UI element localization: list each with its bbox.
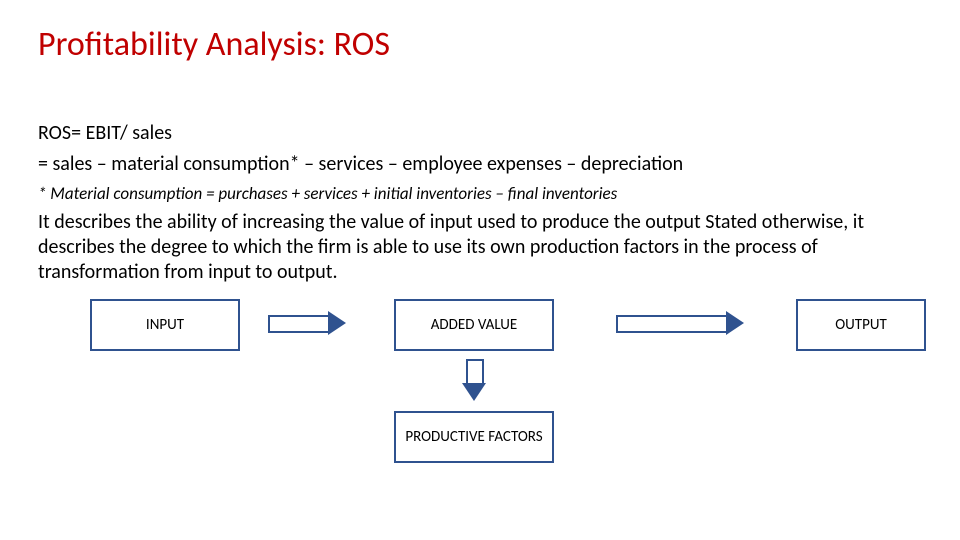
box-output: OUTPUT (796, 299, 926, 351)
box-input-label: INPUT (146, 316, 184, 334)
page-title: Profitability Analysis: ROS (38, 24, 922, 65)
box-added-value: ADDED VALUE (394, 299, 554, 351)
arrow-head-icon (328, 311, 346, 335)
box-input: INPUT (90, 299, 240, 351)
body-block: ROS= EBIT/ sales = sales – material cons… (38, 121, 922, 285)
box-productive-factors-label: PRODUCTIVE FACTORS (405, 428, 542, 446)
formula-line-1: ROS= EBIT/ sales (38, 121, 922, 146)
flow-diagram: INPUT ADDED VALUE OUTPUT PRODUCTIVE FACT… (38, 299, 922, 469)
arrow-head-icon (462, 383, 486, 401)
arrow-head-icon (726, 311, 744, 335)
arrow-shaft (616, 315, 726, 333)
arrow-input-to-added (268, 311, 346, 337)
material-note: * Material consumption = purchases + ser… (38, 183, 922, 204)
box-added-value-label: ADDED VALUE (431, 316, 518, 334)
arrow-added-to-productive (462, 359, 488, 401)
arrow-shaft (268, 315, 328, 333)
arrow-added-to-output (616, 311, 744, 337)
box-productive-factors: PRODUCTIVE FACTORS (394, 411, 554, 463)
arrow-shaft (466, 359, 484, 383)
formula-line-2: = sales – material consumption* – servic… (38, 152, 922, 177)
description: It describes the ability of increasing t… (38, 210, 922, 285)
box-output-label: OUTPUT (835, 316, 887, 334)
